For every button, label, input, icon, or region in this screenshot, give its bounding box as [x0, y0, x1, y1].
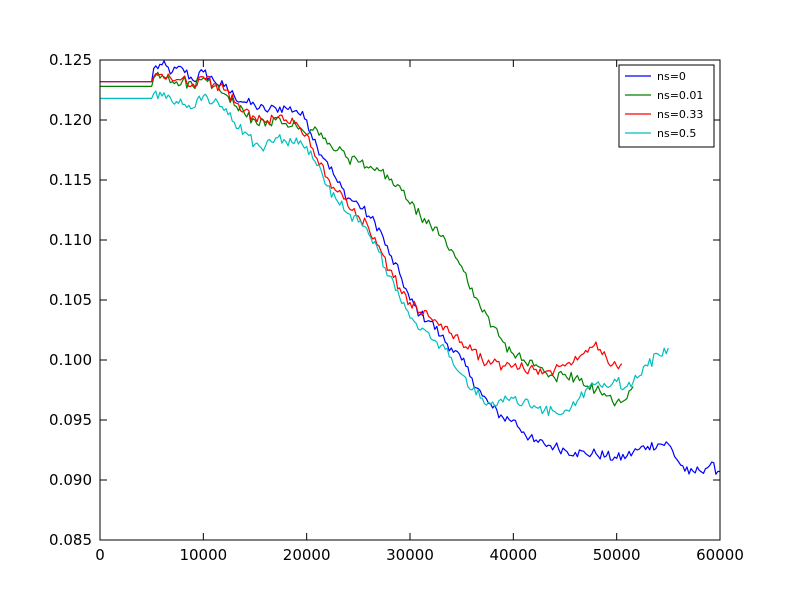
y-tick-label: 0.115: [49, 171, 92, 189]
axes-layer: 0 10000 20000 30000 40000 50000 60000 0.085 0.09…: [49, 51, 744, 564]
series-line-ns-0: [100, 60, 721, 475]
x-tick-label: 40000: [489, 546, 537, 564]
x-tick-label: 0: [95, 546, 105, 564]
legend: ns=0 ns=0.01 ns=0.33 ns=0.5: [618, 64, 715, 148]
y-tick-label: 0.090: [49, 471, 92, 489]
series-line-ns-0-5: [100, 90, 669, 417]
y-tick-label: 0.120: [49, 111, 92, 129]
y-tick-label: 0.085: [49, 531, 92, 549]
y-tick-label: 0.105: [49, 291, 92, 309]
y-tick-label: 0.095: [49, 411, 92, 429]
x-tick-label: 20000: [283, 546, 331, 564]
x-tick-label: 30000: [386, 546, 434, 564]
legend-label: ns=0.33: [657, 108, 703, 121]
y-tick-label: 0.100: [49, 351, 92, 369]
series-line-ns-0-33: [100, 72, 623, 376]
series-layer: [100, 60, 721, 475]
x-tick-label: 60000: [696, 546, 744, 564]
legend-label: ns=0.01: [657, 89, 703, 102]
legend-label: ns=0: [657, 70, 686, 83]
y-tick-label: 0.125: [49, 51, 92, 69]
series-line-ns-0-01: [100, 71, 634, 407]
y-tick-label: 0.110: [49, 231, 92, 249]
legend-label: ns=0.5: [657, 127, 696, 140]
x-tick-label: 10000: [179, 546, 227, 564]
x-tick-label: 50000: [593, 546, 641, 564]
